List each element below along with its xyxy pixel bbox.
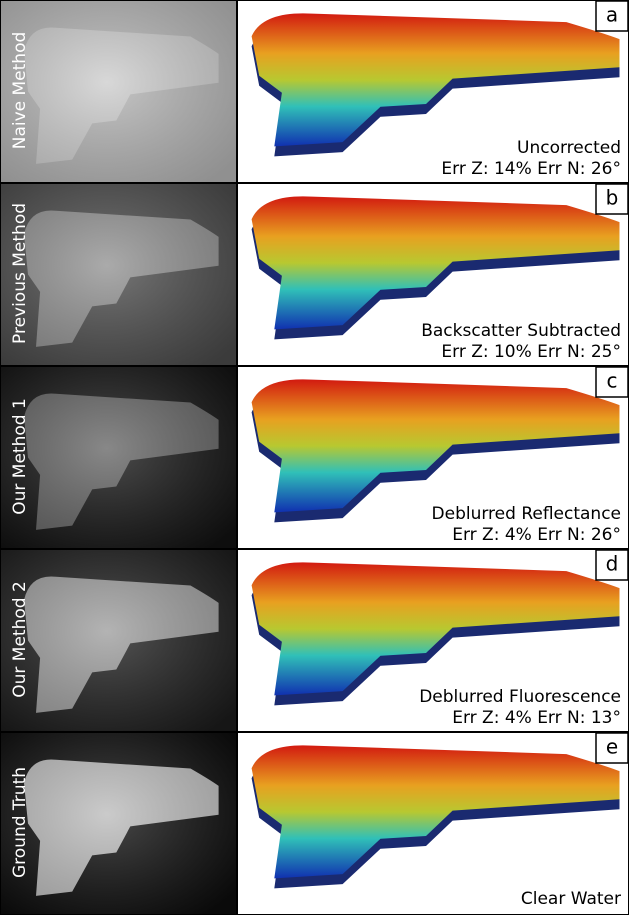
side-label: Our Method 2 [10,581,30,698]
error-metrics: Err Z: 4% Err N: 26° [452,525,621,545]
panel-letter: c [607,369,618,393]
input-vignette [1,550,236,731]
side-label: Our Method 1 [10,398,30,515]
method-caption: Deblurred Reflectance [432,504,621,524]
panel-letter: b [606,186,619,210]
input-vignette [1,184,236,365]
error-metrics: Err Z: 14% Err N: 26° [441,159,621,179]
side-label: Ground Truth [10,767,30,878]
error-metrics: Err Z: 10% Err N: 25° [441,342,621,362]
method-caption: Clear Water [521,889,621,909]
input-vignette [1,1,236,182]
figure-row: Previous Method b Backscatter SubtractedEr… [0,183,629,366]
input-vignette [1,367,236,548]
side-label: Naive Method [10,32,30,150]
figure: Naive Method a UncorrectedErr Z: 14% Err N… [0,0,629,915]
panel-letter: a [606,3,618,27]
panel-letter: e [606,735,618,759]
method-caption: Uncorrected [517,138,621,158]
figure-row: Ground Truth e Clear Water [0,732,629,915]
error-metrics: Err Z: 4% Err N: 13° [452,708,621,728]
method-caption: Deblurred Fluorescence [419,687,621,707]
side-label: Previous Method [10,203,30,344]
panel-letter: d [606,552,619,576]
input-vignette [1,733,236,914]
method-caption: Backscatter Subtracted [421,321,621,341]
